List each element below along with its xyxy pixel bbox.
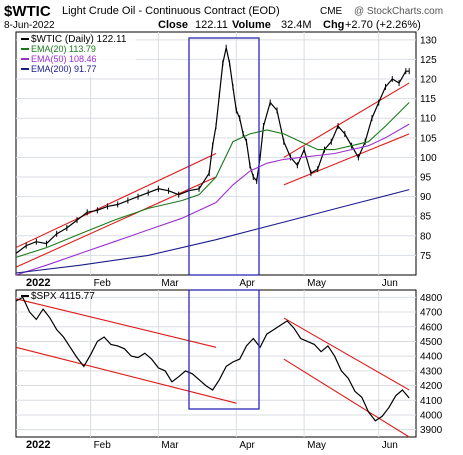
y-tick-label: 130 <box>420 35 437 46</box>
y-tick-label: 3900 <box>420 425 443 436</box>
y-tick-label: 4000 <box>420 410 443 421</box>
trendline-1-0 <box>15 298 217 348</box>
x-label-1-3: Apr <box>239 440 255 451</box>
x-label-1-4: May <box>307 440 326 451</box>
y-tick-label: 4800 <box>420 293 443 304</box>
chg-label: Chg <box>323 19 344 31</box>
price-legend: $WTIC (Daily) 122.11 EMA(20) 113.79 EMA(… <box>18 34 136 77</box>
trendline-0-2 <box>283 82 410 158</box>
x-axis-labels: 2022 Feb Mar Apr May Jun 2022 Feb Mar Apr May Jun <box>26 277 398 451</box>
y-tick-label: 85 <box>420 212 432 223</box>
y-tick-label: 4700 <box>420 308 443 319</box>
y-tick-label: 110 <box>420 114 436 125</box>
close-label: Close <box>158 19 188 31</box>
symbol: $WTIC <box>4 3 51 20</box>
spx-legend: $SPX 4115.77 <box>21 291 95 302</box>
series-ema20 <box>15 102 410 258</box>
y-tick-label: 75 <box>420 251 432 262</box>
trendline-0-3 <box>283 133 410 186</box>
legend-price: $WTIC (Daily) 122.11 <box>31 34 127 45</box>
y-tick-label: 4300 <box>420 366 443 377</box>
highlight-box-top <box>188 37 260 276</box>
y-tick-label: 125 <box>420 55 437 66</box>
x-label-0-2: Mar <box>161 278 179 289</box>
highlight-box-bottom <box>188 289 260 410</box>
legend-spx: $SPX 4115.77 <box>31 291 95 302</box>
x-label-0-3: Apr <box>239 278 255 289</box>
axis-ticks: 75 80 85 90 95 100 105 110 115 120 125 130 3900 4000 4… <box>420 35 443 436</box>
x-label-1-5: Jun <box>382 440 398 451</box>
y-tick-label: 120 <box>420 75 437 86</box>
legend-ema20: EMA(20) 113.79 <box>31 44 96 54</box>
x-label-0-0: 2022 <box>26 277 50 289</box>
trendline-0-0 <box>15 153 217 249</box>
x-label-1-1: Feb <box>94 440 112 451</box>
chg-value: +2.70 (+2.26%) <box>345 19 421 31</box>
y-tick-label: 4100 <box>420 396 443 407</box>
volume-label: Volume <box>232 19 271 31</box>
chart-date: 8-Jun-2022 <box>4 20 55 31</box>
legend-ema200: EMA(200) 91.77 <box>31 64 97 74</box>
y-tick-label: 95 <box>420 173 432 184</box>
y-tick-label: 4600 <box>420 322 443 333</box>
trendline-1-2 <box>283 317 410 391</box>
series-ema200 <box>15 189 410 274</box>
trendline-0-1 <box>15 176 217 268</box>
x-label-0-5: Jun <box>382 278 398 289</box>
y-tick-label: 115 <box>420 94 436 105</box>
y-tick-label: 100 <box>420 153 437 164</box>
x-label-1-2: Mar <box>161 440 179 451</box>
instrument-name: Light Crude Oil - Continuous Contract (E… <box>62 5 280 17</box>
legend-ema50: EMA(50) 108.46 <box>31 54 97 64</box>
x-label-1-0: 2022 <box>26 439 50 451</box>
series-spx <box>15 296 410 422</box>
y-tick-label: 4400 <box>420 352 443 363</box>
y-tick-label: 4500 <box>420 337 443 348</box>
y-tick-label: 80 <box>420 231 432 242</box>
exchange: CME <box>320 6 343 17</box>
trendline-1-3 <box>283 358 410 438</box>
x-label-0-1: Feb <box>94 278 112 289</box>
series-price <box>15 47 410 254</box>
trendline-1-1 <box>15 346 237 404</box>
y-tick-label: 105 <box>420 133 437 144</box>
y-tick-label: 4200 <box>420 381 443 392</box>
close-value: 122.11 <box>195 19 228 31</box>
volume-value: 32.4M <box>281 19 312 31</box>
chart-header: $WTIC Light Crude Oil - Continuous Contr… <box>4 3 443 31</box>
watermark: @ StockCharts.com <box>354 6 443 17</box>
y-tick-label: 90 <box>420 192 432 203</box>
trendlines <box>15 82 410 438</box>
x-label-0-4: May <box>307 278 326 289</box>
